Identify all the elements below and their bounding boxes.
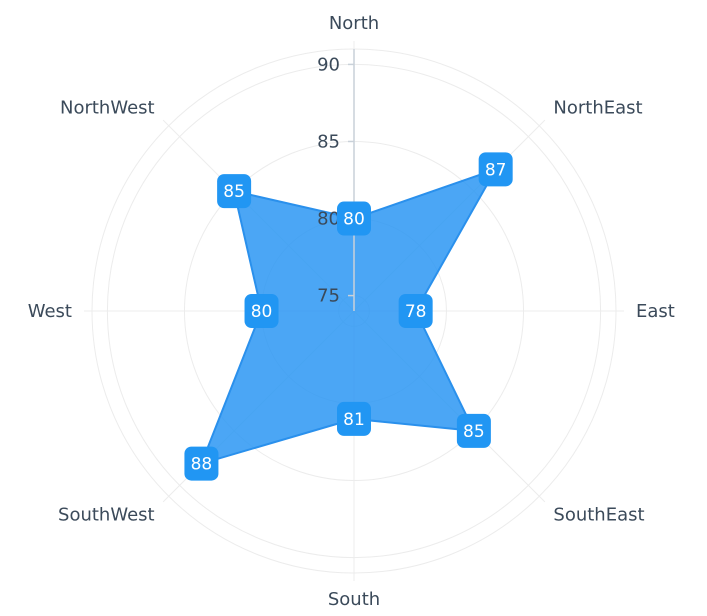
data-label-northwest: 85 <box>217 174 252 209</box>
category-label-northwest: NorthWest <box>60 98 155 119</box>
category-label-southwest: SouthWest <box>58 504 155 525</box>
data-label-bg <box>478 152 513 187</box>
data-label-value: 78 <box>405 302 427 322</box>
data-label-northeast: 87 <box>478 152 513 187</box>
data-label-east: 78 <box>398 294 433 328</box>
data-label-west: 80 <box>244 294 279 328</box>
data-label-value: 80 <box>343 210 365 230</box>
data-label-value: 88 <box>191 455 213 475</box>
data-label-value: 81 <box>343 410 365 430</box>
category-label-northeast: NorthEast <box>553 98 642 119</box>
spoke-tick-southwest <box>162 495 170 503</box>
data-label-southeast: 85 <box>456 413 491 448</box>
category-label-north: North <box>329 13 379 34</box>
data-label-bg <box>456 413 491 448</box>
data-label-bg <box>337 201 371 236</box>
category-label-southeast: SouthEast <box>553 504 644 525</box>
spoke-tick-southeast <box>538 495 546 503</box>
radial-tick-label-75: 75 <box>317 286 340 307</box>
data-label-southwest: 88 <box>184 446 219 481</box>
data-labels-layer: 80 87 78 85 81 88 80 85 <box>184 152 513 481</box>
category-label-west: West <box>28 301 72 322</box>
data-label-value: 85 <box>463 422 485 442</box>
data-label-bg <box>184 446 219 481</box>
radial-tick-label-85: 85 <box>317 131 340 152</box>
radial-tick-label-90: 90 <box>317 54 340 75</box>
spoke-tick-northwest <box>162 119 170 127</box>
data-label-value: 80 <box>251 302 273 322</box>
spoke-tick-northeast <box>538 119 546 127</box>
radial-tick-label-80: 80 <box>317 209 340 230</box>
data-label-north: 80 <box>337 201 371 236</box>
data-label-bg <box>244 294 279 328</box>
data-label-bg <box>398 294 433 328</box>
data-label-bg <box>217 174 252 209</box>
data-label-value: 87 <box>485 160 507 180</box>
data-label-south: 81 <box>337 401 371 436</box>
data-label-bg <box>337 401 371 436</box>
radial-axis-layer: 75 80 85 90 <box>317 49 355 311</box>
category-labels-layer: North NorthEast East SouthEast South SouthWes… <box>28 13 675 610</box>
data-label-value: 85 <box>223 182 245 202</box>
category-label-east: East <box>636 301 675 322</box>
category-label-south: South <box>328 589 380 610</box>
